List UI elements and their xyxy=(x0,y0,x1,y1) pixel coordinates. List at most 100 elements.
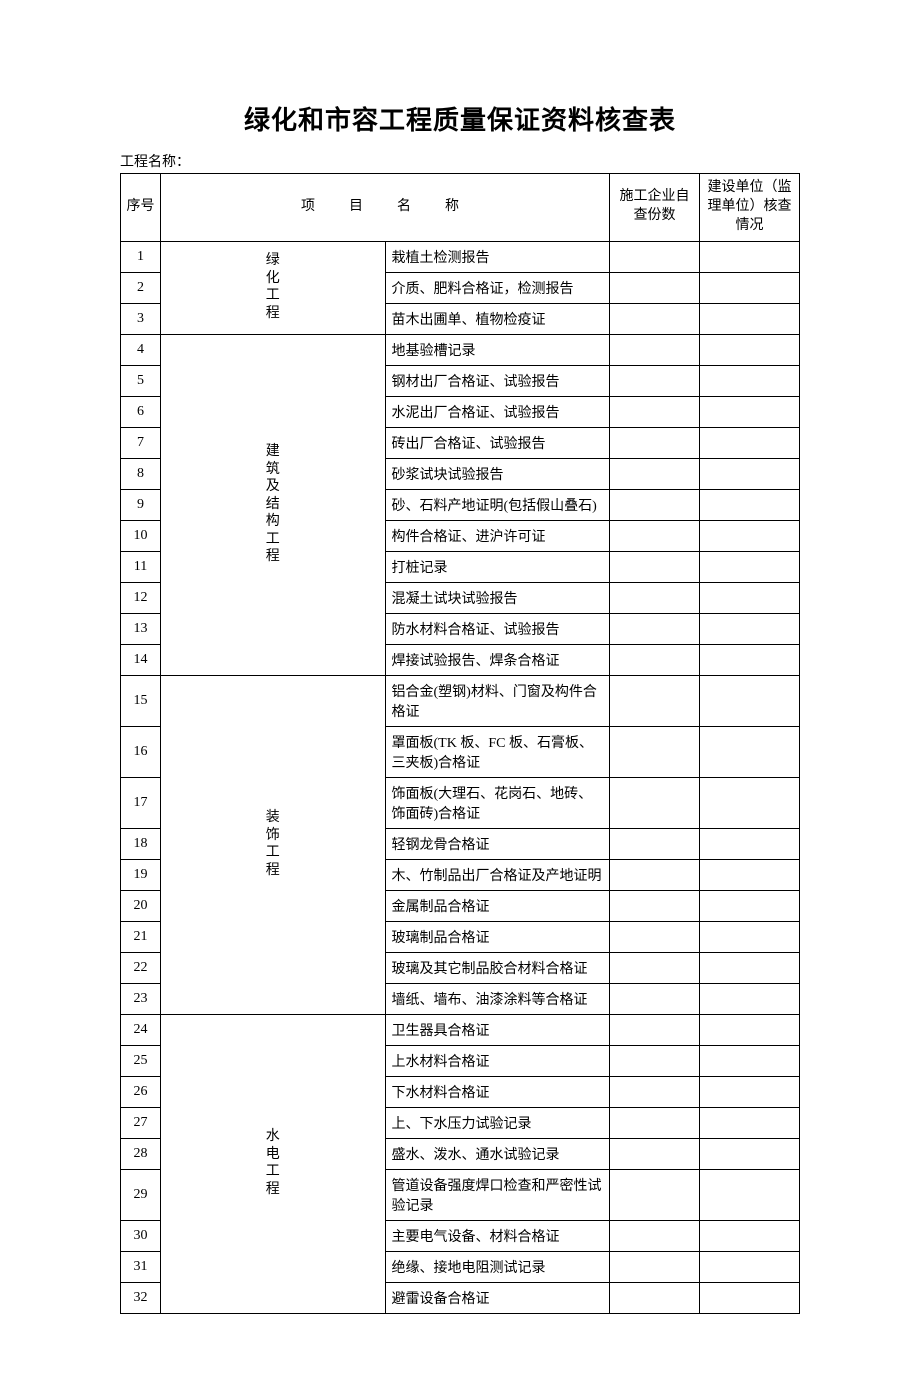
seq-cell: 2 xyxy=(121,272,161,303)
self-check-cell xyxy=(610,1220,700,1251)
seq-cell: 13 xyxy=(121,613,161,644)
self-check-cell xyxy=(610,303,700,334)
supervisor-check-cell xyxy=(700,458,800,489)
item-name-cell: 饰面板(大理石、花岗石、地砖、饰面砖)合格证 xyxy=(385,777,610,828)
category-cell: 绿化工程 xyxy=(161,241,386,334)
seq-cell: 25 xyxy=(121,1045,161,1076)
header-check1: 施工企业自查份数 xyxy=(610,174,700,242)
self-check-cell xyxy=(610,1107,700,1138)
supervisor-check-cell xyxy=(700,726,800,777)
supervisor-check-cell xyxy=(700,890,800,921)
seq-cell: 11 xyxy=(121,551,161,582)
supervisor-check-cell xyxy=(700,427,800,458)
supervisor-check-cell xyxy=(700,489,800,520)
self-check-cell xyxy=(610,427,700,458)
seq-cell: 21 xyxy=(121,921,161,952)
seq-cell: 18 xyxy=(121,828,161,859)
seq-cell: 19 xyxy=(121,859,161,890)
item-name-cell: 上、下水压力试验记录 xyxy=(385,1107,610,1138)
seq-cell: 31 xyxy=(121,1251,161,1282)
checklist-table: 序号 项 目 名 称 施工企业自查份数 建设单位（监理单位）核查情况 1绿化工程… xyxy=(120,173,800,1314)
header-item-name: 项 目 名 称 xyxy=(161,174,610,242)
item-name-cell: 构件合格证、进沪许可证 xyxy=(385,520,610,551)
seq-cell: 6 xyxy=(121,396,161,427)
self-check-cell xyxy=(610,1076,700,1107)
self-check-cell xyxy=(610,1251,700,1282)
supervisor-check-cell xyxy=(700,396,800,427)
seq-cell: 14 xyxy=(121,644,161,675)
seq-cell: 1 xyxy=(121,241,161,272)
supervisor-check-cell xyxy=(700,644,800,675)
table-row: 4建筑及结构工程地基验槽记录 xyxy=(121,334,800,365)
self-check-cell xyxy=(610,520,700,551)
item-name-cell: 苗木出圃单、植物检疫证 xyxy=(385,303,610,334)
self-check-cell xyxy=(610,828,700,859)
supervisor-check-cell xyxy=(700,365,800,396)
page-title: 绿化和市容工程质量保证资料核查表 xyxy=(120,100,800,137)
self-check-cell xyxy=(610,1169,700,1220)
item-name-cell: 绝缘、接地电阻测试记录 xyxy=(385,1251,610,1282)
self-check-cell xyxy=(610,489,700,520)
item-name-cell: 管道设备强度焊口检查和严密性试验记录 xyxy=(385,1169,610,1220)
supervisor-check-cell xyxy=(700,582,800,613)
self-check-cell xyxy=(610,952,700,983)
supervisor-check-cell xyxy=(700,952,800,983)
self-check-cell xyxy=(610,1045,700,1076)
seq-cell: 23 xyxy=(121,983,161,1014)
item-name-cell: 打桩记录 xyxy=(385,551,610,582)
seq-cell: 22 xyxy=(121,952,161,983)
supervisor-check-cell xyxy=(700,303,800,334)
seq-cell: 15 xyxy=(121,675,161,726)
item-name-cell: 罩面板(TK 板、FC 板、石膏板、三夹板)合格证 xyxy=(385,726,610,777)
seq-cell: 4 xyxy=(121,334,161,365)
seq-cell: 20 xyxy=(121,890,161,921)
self-check-cell xyxy=(610,458,700,489)
self-check-cell xyxy=(610,921,700,952)
supervisor-check-cell xyxy=(700,1251,800,1282)
category-label: 装饰工程 xyxy=(266,809,280,879)
self-check-cell xyxy=(610,1138,700,1169)
category-cell: 建筑及结构工程 xyxy=(161,334,386,675)
category-label: 建筑及结构工程 xyxy=(266,443,280,566)
supervisor-check-cell xyxy=(700,1045,800,1076)
self-check-cell xyxy=(610,890,700,921)
supervisor-check-cell xyxy=(700,777,800,828)
supervisor-check-cell xyxy=(700,1220,800,1251)
item-name-cell: 砖出厂合格证、试验报告 xyxy=(385,427,610,458)
item-name-cell: 钢材出厂合格证、试验报告 xyxy=(385,365,610,396)
supervisor-check-cell xyxy=(700,1138,800,1169)
self-check-cell xyxy=(610,551,700,582)
item-name-cell: 砂浆试块试验报告 xyxy=(385,458,610,489)
item-name-cell: 玻璃及其它制品胶合材料合格证 xyxy=(385,952,610,983)
table-row: 24水电工程卫生器具合格证 xyxy=(121,1014,800,1045)
table-header-row: 序号 项 目 名 称 施工企业自查份数 建设单位（监理单位）核查情况 xyxy=(121,174,800,242)
supervisor-check-cell xyxy=(700,1076,800,1107)
seq-cell: 7 xyxy=(121,427,161,458)
seq-cell: 3 xyxy=(121,303,161,334)
self-check-cell xyxy=(610,365,700,396)
supervisor-check-cell xyxy=(700,675,800,726)
self-check-cell xyxy=(610,396,700,427)
item-name-cell: 防水材料合格证、试验报告 xyxy=(385,613,610,644)
header-seq: 序号 xyxy=(121,174,161,242)
item-name-cell: 地基验槽记录 xyxy=(385,334,610,365)
item-name-cell: 栽植土检测报告 xyxy=(385,241,610,272)
item-name-cell: 卫生器具合格证 xyxy=(385,1014,610,1045)
self-check-cell xyxy=(610,777,700,828)
supervisor-check-cell xyxy=(700,551,800,582)
supervisor-check-cell xyxy=(700,1282,800,1313)
header-check2: 建设单位（监理单位）核查情况 xyxy=(700,174,800,242)
project-name-label: 工程名称： xyxy=(120,151,800,171)
supervisor-check-cell xyxy=(700,921,800,952)
self-check-cell xyxy=(610,334,700,365)
supervisor-check-cell xyxy=(700,520,800,551)
table-row: 1绿化工程栽植土检测报告 xyxy=(121,241,800,272)
supervisor-check-cell xyxy=(700,983,800,1014)
self-check-cell xyxy=(610,726,700,777)
item-name-cell: 墙纸、墙布、油漆涂料等合格证 xyxy=(385,983,610,1014)
item-name-cell: 避雷设备合格证 xyxy=(385,1282,610,1313)
seq-cell: 17 xyxy=(121,777,161,828)
item-name-cell: 上水材料合格证 xyxy=(385,1045,610,1076)
item-name-cell: 介质、肥料合格证，检测报告 xyxy=(385,272,610,303)
item-name-cell: 主要电气设备、材料合格证 xyxy=(385,1220,610,1251)
